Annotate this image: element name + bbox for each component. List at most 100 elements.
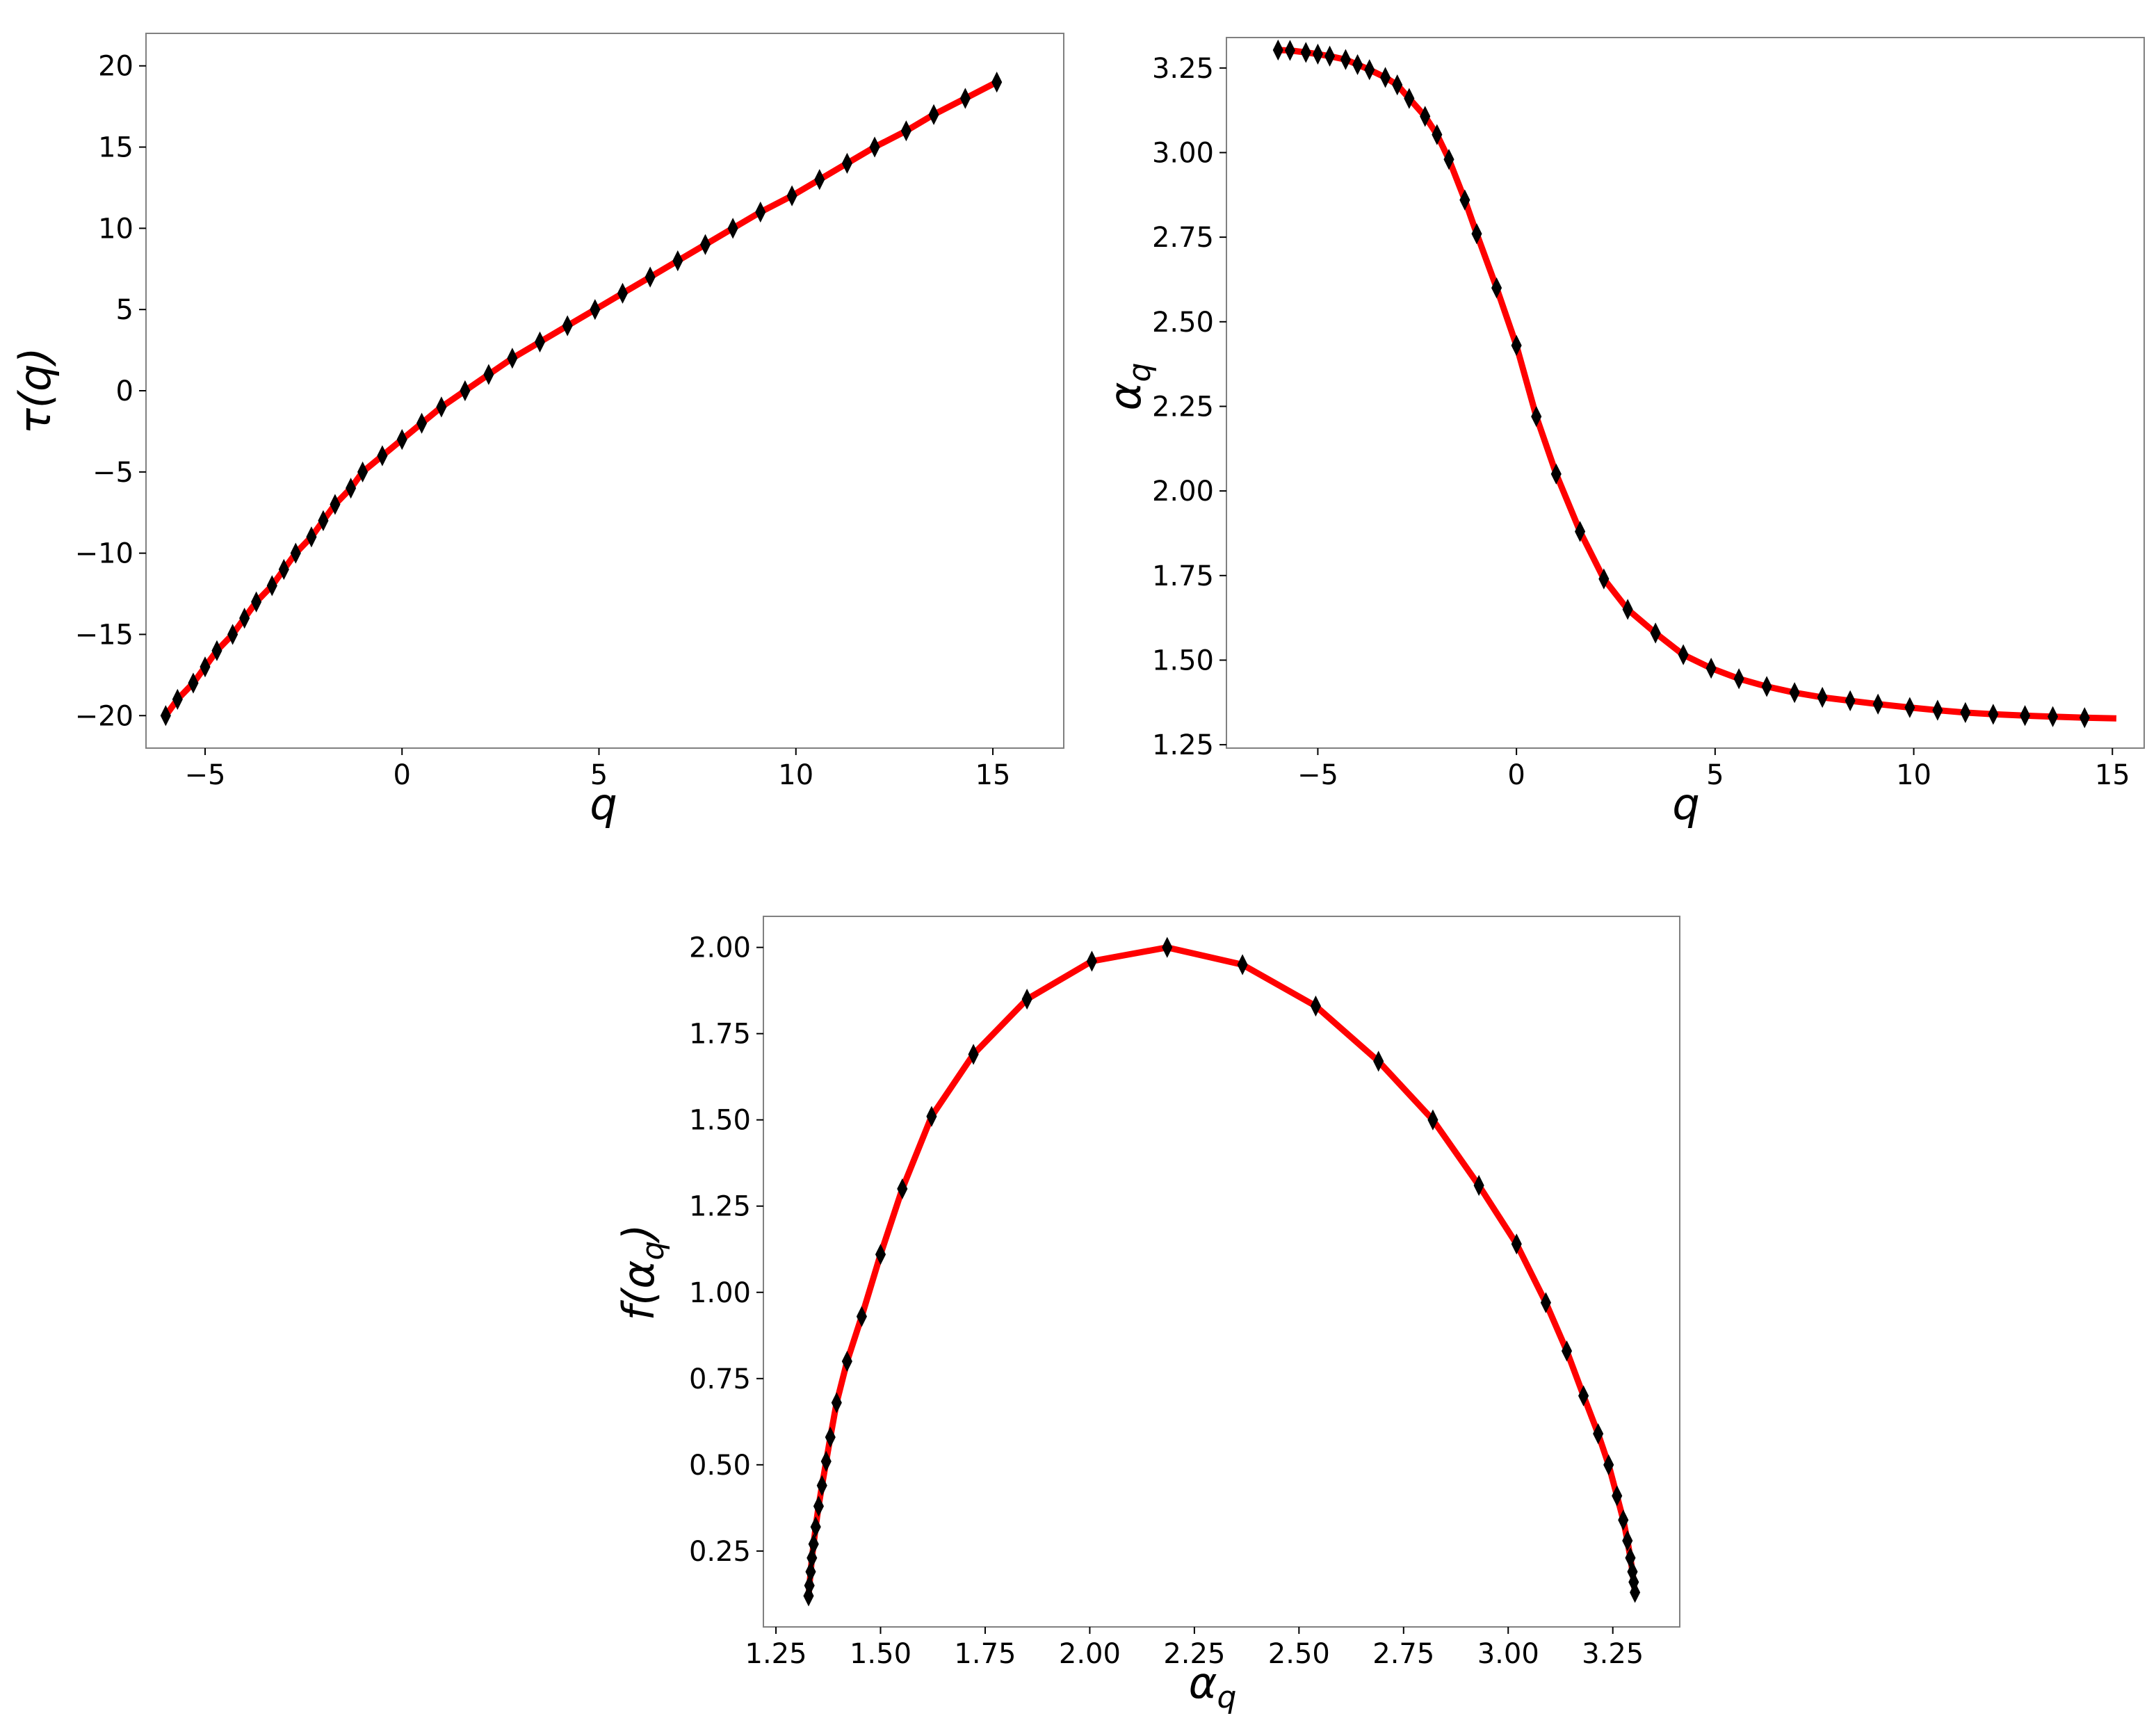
x-tick-label: 2.50 — [1268, 1638, 1330, 1670]
y-axis-ticks: 0.25 0.50 0.75 1.00 1.25 1.50 1.75 2.00 — [689, 932, 763, 1568]
data-point-marker — [507, 348, 518, 369]
x-tick-label: 15 — [2095, 759, 2130, 791]
data-point-marker — [1380, 67, 1391, 88]
chart-f-alpha-spectrum: 1.25 1.50 1.75 2.00 2.25 2.50 2.75 3.00 3.25 0.2… — [613, 916, 1680, 1715]
data-point-marker — [1021, 988, 1032, 1010]
data-point-marker — [825, 1427, 836, 1448]
data-point-marker — [1593, 1423, 1604, 1445]
data-point-marker — [803, 1585, 814, 1607]
y-tick-label: 0.75 — [689, 1363, 751, 1395]
y-tick-label: 2.50 — [1152, 307, 1214, 339]
y-tick-label: 1.50 — [1152, 645, 1214, 676]
data-point-marker — [1932, 699, 1943, 721]
data-point-marker — [1373, 1051, 1384, 1072]
data-point-marker — [1364, 59, 1375, 81]
y-axis-label: τ(q) — [10, 347, 60, 434]
x-tick-label: −5 — [1297, 759, 1338, 791]
data-point-marker — [1310, 995, 1321, 1017]
data-point-marker — [875, 1244, 886, 1265]
data-point-marker — [227, 624, 238, 645]
data-point-marker — [2020, 705, 2031, 727]
data-point-marker — [897, 1178, 908, 1200]
x-axis-label: q — [1672, 779, 1699, 829]
data-point-marker — [841, 1350, 852, 1372]
data-point-marker — [1789, 682, 1800, 704]
data-point-marker — [562, 315, 573, 337]
data-point-marker — [1845, 690, 1856, 711]
x-tick-label: 1.50 — [850, 1638, 911, 1670]
data-point-marker — [808, 1533, 819, 1555]
y-tick-label: −5 — [92, 457, 133, 489]
data-point-marker — [1352, 54, 1363, 76]
x-axis-label: q — [590, 779, 617, 829]
axes-frame — [1226, 37, 2145, 749]
data-point-marker — [1872, 693, 1883, 715]
y-tick-label: −15 — [75, 619, 133, 651]
y-tick-label: 1.00 — [689, 1277, 751, 1309]
data-point-marker — [869, 136, 880, 158]
x-axis-label-subscript: q — [1217, 1680, 1236, 1715]
data-point-marker — [1511, 1233, 1522, 1255]
x-tick-label: 2.25 — [1163, 1638, 1225, 1670]
data-point-marker — [306, 526, 317, 548]
data-point-marker — [318, 510, 329, 532]
data-point-marker — [1598, 568, 1610, 590]
data-point-marker — [1622, 599, 1633, 620]
data-point-marker — [1733, 668, 1744, 690]
data-point-marker — [1432, 124, 1443, 145]
data-point-marker — [786, 185, 797, 206]
y-tick-label: 3.00 — [1152, 137, 1214, 169]
data-point-marker — [1086, 950, 1097, 972]
x-axis-ticks: −5 0 5 10 15 — [184, 748, 1010, 791]
data-point-marker — [699, 234, 711, 255]
y-tick-label: 1.25 — [1152, 729, 1214, 761]
y-tick-label: 2.25 — [1152, 391, 1214, 423]
series-line — [163, 79, 998, 718]
data-point-marker — [357, 461, 368, 483]
x-tick-label: 2.00 — [1059, 1638, 1121, 1670]
data-point-marker — [1471, 223, 1482, 245]
series-line — [1278, 47, 2117, 722]
y-tick-label: 10 — [98, 213, 133, 245]
data-point-marker — [1162, 937, 1173, 958]
data-point-marker — [1237, 954, 1248, 975]
plot-area — [763, 916, 1680, 1628]
data-point-marker — [841, 152, 852, 175]
data-point-marker — [1324, 45, 1336, 67]
data-point-marker — [278, 558, 289, 581]
chart-tau-of-q: −5 0 5 10 15 −20 −15 −10 −5 0 5 10 15 20 τ(q) q — [10, 33, 1064, 829]
x-tick-label: 5 — [1706, 759, 1724, 791]
x-axis-ticks: −5 0 5 10 15 — [1297, 748, 2130, 791]
data-point-marker — [1550, 463, 1562, 485]
plot-area — [1226, 37, 2145, 749]
data-point-marker — [2079, 707, 2090, 729]
data-point-marker — [1272, 39, 1283, 61]
data-point-marker — [1618, 1509, 1629, 1531]
data-point-marker — [160, 705, 171, 727]
data-point-marker — [416, 412, 428, 434]
data-point-marker — [1473, 1174, 1484, 1197]
data-point-marker — [831, 1392, 842, 1413]
data-point-marker — [617, 282, 629, 304]
y-axis-label-subscript: q — [635, 1241, 671, 1261]
data-point-marker — [900, 120, 911, 142]
data-point-marker — [1312, 43, 1323, 65]
y-tick-label: 0.25 — [689, 1536, 751, 1568]
data-point-marker — [1491, 277, 1502, 299]
data-point-marker — [460, 380, 471, 402]
axes-frame — [763, 916, 1680, 1628]
data-point-marker — [2048, 706, 2059, 727]
data-point-marker — [266, 575, 277, 597]
y-tick-label: 15 — [98, 132, 133, 164]
data-point-marker — [1459, 189, 1470, 211]
data-point-marker — [1300, 42, 1311, 63]
y-axis-label: f(αq) — [613, 1224, 671, 1320]
data-point-marker — [810, 1516, 821, 1538]
data-point-marker — [968, 1044, 979, 1065]
data-point-marker — [804, 1575, 815, 1596]
y-tick-label: −20 — [75, 700, 133, 732]
y-axis-label: αq — [1100, 363, 1158, 411]
data-point-marker — [814, 169, 825, 191]
x-tick-label: 10 — [1896, 759, 1931, 791]
data-point-marker — [1561, 1340, 1573, 1362]
